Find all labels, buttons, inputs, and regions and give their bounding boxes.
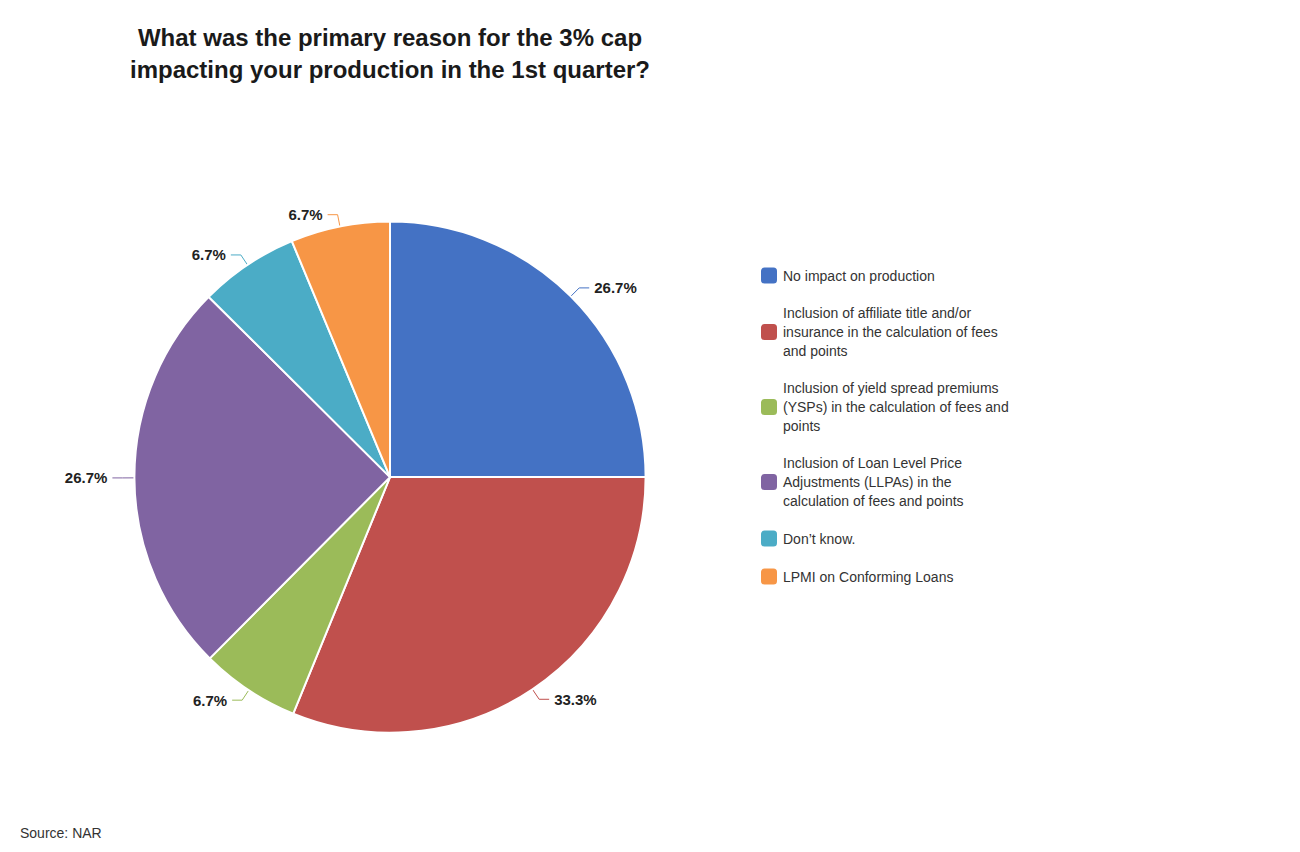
svg-text:LPMI on Conforming Loans: LPMI on Conforming Loans [783, 569, 953, 585]
svg-text:6.7%: 6.7% [288, 206, 322, 223]
svg-text:33.3%: 33.3% [554, 691, 597, 708]
svg-text:Inclusion of affiliate title a: Inclusion of affiliate title and/or [783, 305, 971, 321]
svg-text:Inclusion of Loan Level Price: Inclusion of Loan Level Price [783, 455, 962, 471]
svg-text:impacting your production in t: impacting your production in the 1st qua… [130, 56, 650, 83]
svg-text:What was the primary reason fo: What was the primary reason for the 3% c… [138, 24, 642, 51]
svg-text:No impact on production: No impact on production [783, 268, 935, 284]
svg-text:6.7%: 6.7% [193, 692, 227, 709]
svg-text:(YSPs) in the calculation of f: (YSPs) in the calculation of fees and [783, 399, 1009, 415]
svg-text:insurance in the calculation o: insurance in the calculation of fees [783, 324, 998, 340]
svg-text:and points: and points [783, 343, 848, 359]
svg-text:Adjustments (LLPAs) in the: Adjustments (LLPAs) in the [783, 474, 952, 490]
svg-text:calculation of fees and points: calculation of fees and points [783, 493, 964, 509]
svg-text:points: points [783, 418, 820, 434]
svg-text:26.7%: 26.7% [594, 279, 637, 296]
svg-text:6.7%: 6.7% [192, 246, 226, 263]
svg-text:Inclusion of yield spread prem: Inclusion of yield spread premiums [783, 380, 999, 396]
svg-text:26.7%: 26.7% [65, 469, 108, 486]
svg-text:Source: NAR: Source: NAR [20, 825, 102, 841]
svg-text:Don’t know.: Don’t know. [783, 531, 855, 547]
